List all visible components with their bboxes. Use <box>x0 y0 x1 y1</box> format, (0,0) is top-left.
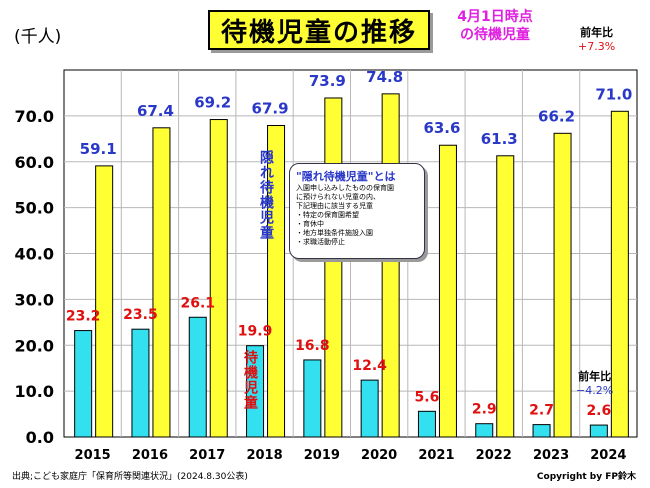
data-label-waiting: 2.6 <box>586 403 611 419</box>
bar-waiting <box>360 379 379 438</box>
data-label-waiting: 5.6 <box>415 389 440 405</box>
data-label-hidden: 71.0 <box>595 85 632 103</box>
y-tick-label: 30.0 <box>15 290 54 309</box>
y-tick-label: 70.0 <box>15 107 54 126</box>
x-tick-label: 2017 <box>189 448 225 463</box>
x-tick-label: 2015 <box>75 448 111 463</box>
note-item: ・地方単独条件施設入園 <box>296 229 373 237</box>
source-note: 出典;こども家庭庁「保育所等関連状況」(2024.8.30公表) <box>12 472 248 482</box>
bar-hidden <box>553 132 572 438</box>
copyright: Copyright by FP鈴木 <box>536 472 636 482</box>
definition-note: "隠れ待機児童"とは 入園申し込みしたものの保育園 に預けられない児童の内、 下… <box>289 163 425 259</box>
yoy-waiting: 前年比 −4.2% <box>576 370 613 398</box>
data-label-hidden: 59.1 <box>80 140 117 158</box>
bar-hidden <box>209 119 228 438</box>
bar-waiting <box>131 328 150 438</box>
y-tick-label: 0.0 <box>26 428 54 447</box>
note-title: "隠れ待機児童"とは <box>296 170 396 183</box>
data-label-hidden: 61.3 <box>481 130 518 148</box>
x-tick-label: 2023 <box>533 448 569 463</box>
x-tick-label: 2019 <box>304 448 340 463</box>
note-line: 下記理由に該当する児童 <box>296 202 373 210</box>
bar-hidden <box>152 127 171 438</box>
chart-subtitle: 4月1日時点 の待機児童 <box>440 8 550 44</box>
bar-hidden <box>610 110 629 438</box>
x-tick-label: 2018 <box>246 448 282 463</box>
chart-title: 待機児童の推移 <box>208 10 430 50</box>
note-item: ・育休中 <box>296 220 324 228</box>
bar-hidden <box>381 93 400 438</box>
bar-waiting <box>188 316 207 438</box>
note-item: ・求職活動停止 <box>296 238 345 246</box>
bar-hidden <box>496 155 515 438</box>
note-line: 入園申し込みしたものの保育園 <box>296 184 394 192</box>
x-tick-label: 2016 <box>132 448 168 463</box>
y-tick-label: 10.0 <box>15 382 54 401</box>
data-label-hidden: 67.4 <box>137 102 174 120</box>
data-label-waiting: 16.8 <box>295 338 330 354</box>
y-tick-label: 60.0 <box>15 153 54 172</box>
bar-waiting <box>589 424 608 438</box>
bar-waiting <box>74 330 93 438</box>
data-label-waiting: 12.4 <box>352 358 387 374</box>
x-tick-label: 2024 <box>590 448 626 463</box>
data-label-hidden: 67.9 <box>252 100 289 118</box>
bar-waiting <box>303 359 322 438</box>
note-item: ・特定の保育園希望 <box>296 211 359 219</box>
note-line: に預けられない児童の内、 <box>296 193 380 201</box>
data-label-waiting: 26.1 <box>180 295 215 311</box>
bar-hidden <box>95 165 114 438</box>
data-label-waiting: 2.7 <box>529 403 554 419</box>
data-label-hidden: 69.2 <box>194 94 231 112</box>
data-label-waiting: 2.9 <box>472 402 497 418</box>
bar-waiting <box>475 423 494 438</box>
unit-label: (千人) <box>14 27 62 47</box>
x-tick-label: 2020 <box>361 448 397 463</box>
waiting-label: 待機児童 <box>242 350 258 410</box>
x-tick-label: 2021 <box>418 448 454 463</box>
yoy-hidden: 前年比 +7.3% <box>578 26 615 54</box>
bar-hidden <box>267 125 286 438</box>
yoy-hidden-label: 前年比 <box>580 26 614 39</box>
data-label-hidden: 63.6 <box>423 119 460 137</box>
data-label-hidden: 74.8 <box>366 68 403 86</box>
bar-waiting <box>417 410 436 438</box>
x-tick-label: 2022 <box>476 448 512 463</box>
yoy-waiting-label: 前年比 <box>578 370 612 383</box>
subtitle-line-1: 4月1日時点 <box>457 9 533 25</box>
y-tick-label: 40.0 <box>15 245 54 264</box>
yoy-hidden-value: +7.3% <box>578 40 616 53</box>
data-label-waiting: 19.9 <box>238 324 273 340</box>
bar-hidden <box>438 144 457 438</box>
data-label-waiting: 23.2 <box>66 309 101 325</box>
data-label-waiting: 23.5 <box>123 307 158 323</box>
y-tick-label: 50.0 <box>15 199 54 218</box>
bar-waiting <box>532 424 551 438</box>
yoy-waiting-value: −4.2% <box>576 384 614 397</box>
data-label-hidden: 66.2 <box>538 107 575 125</box>
subtitle-line-2: の待機児童 <box>460 27 530 43</box>
hidden-waiting-label: 隠れ待機児童 <box>258 150 274 240</box>
bar-waiting <box>246 345 265 438</box>
y-tick-label: 20.0 <box>15 336 54 355</box>
data-label-hidden: 73.9 <box>309 72 346 90</box>
bar-hidden <box>324 97 343 438</box>
